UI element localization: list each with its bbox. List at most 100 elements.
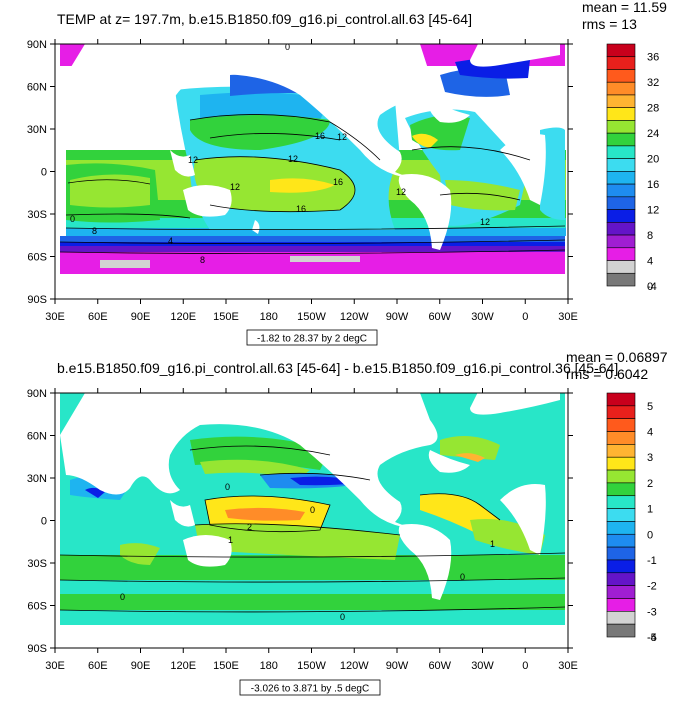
top-lon-label: 30E [558,311,578,323]
top-colorbar-swatch [606,209,636,223]
top-colorbar-swatch [606,171,636,185]
top-colorbar-swatch [606,56,636,70]
bottom-contour-label: 0 [225,482,230,492]
bottom-panel: b.e15.B1850.f09_g16.pi_control.all.63 [4… [27,349,668,696]
bottom-colorbar-label: -5 [647,632,657,644]
top-contour-label: 12 [288,154,298,164]
bottom-lat-label: 60S [27,601,47,613]
top-contour-label: 12 [230,182,240,192]
bottom-colorbar-swatch [606,623,636,638]
top-contour-label: 0 [285,42,290,52]
top-contour-label: 16 [333,177,343,187]
top-colorbar-label: 28 [647,103,659,115]
bottom-contour-label: 1 [490,539,495,549]
bottom-lat-label: 90S [27,643,47,655]
top-colorbar-swatch [606,132,636,147]
top-contour-label: 12 [480,217,490,227]
top-contour-label: 12 [337,132,347,142]
bottom-colorbar-swatch [606,495,636,509]
top-colorbar-label: 4 [647,256,653,268]
bottom-colorbar-swatch [606,521,636,535]
bottom-colorbar-swatch [606,392,636,407]
top-map: 0 16 12 12 16 12 12 16 4 8 8 0 12 12 [55,42,568,299]
bottom-colorbar-swatch [606,456,636,471]
bottom-contour-label: 0 [310,505,315,515]
top-lon-label: 0 [522,311,528,323]
top-band-southern [66,228,566,236]
top-contour-label: 12 [396,187,406,197]
bottom-map: 0 0 2 1 1 0 0 0 [55,393,568,648]
top-contour-label: 16 [296,204,306,214]
top-contours [59,114,566,254]
top-colorbar-label: 32 [647,77,659,89]
bottom-contour-label: 1 [228,535,233,545]
bottom-lon-label: 60E [88,660,108,672]
top-colorbar-swatch [606,196,636,210]
bottom-contours [59,445,566,613]
top-lon-label: 120E [170,311,196,323]
bottom-colorbar-label: -1 [647,555,657,567]
bottom-colorbar-swatch [606,508,636,522]
top-colorbar-label: 0 [647,281,653,293]
top-contour-label: 8 [200,255,205,265]
top-colorbar-label: 12 [647,205,659,217]
bottom-colorbar-label: 5 [647,401,653,413]
bottom-range-label: -3.026 to 3.871 by .5 degC [251,684,369,695]
bottom-lon-label: 90E [131,660,151,672]
bottom-lon-label: 90W [386,660,409,672]
top-colorbar-swatch [606,260,636,274]
bottom-mean: mean = 0.06897 [566,349,668,365]
top-colorbar-label: -4 [647,281,657,293]
bottom-colorbar-swatch [606,482,636,497]
top-lon-label: 120W [340,311,369,323]
bottom-lon-label: 30W [471,660,494,672]
bottom-contour-label: 2 [247,522,252,532]
bottom-colorbar-swatch [606,585,636,599]
bottom-rms: rms = 0.6042 [566,366,648,382]
bottom-lon-label: 150E [213,660,239,672]
top-panel: TEMP at z= 197.7m, b.e15.B1850.f09_g16.p… [27,0,667,346]
bottom-contour-labels: 0 0 2 1 1 0 0 0 [120,482,495,622]
bottom-colorbar-swatch [606,444,636,458]
bottom-contour-label: 0 [460,572,465,582]
bottom-colorbar-swatch [606,533,636,548]
top-mean: mean = 11.59 [582,0,667,15]
top-warm-pool [270,178,335,193]
top-colorbar-swatch [606,272,636,287]
top-lon-label: 90E [131,311,151,323]
bottom-lon-label: 30E [558,660,578,672]
top-lat-label: 90N [27,39,47,51]
top-colorbar-label: 16 [647,179,659,191]
bottom-lat-label: 90N [27,388,47,400]
bottom-axes: 90N 60N 30N 0 30S 60S 90S 30E 60E 90E 120E 150E 180 1… [27,388,578,672]
bottom-range-box: -3.026 to 3.871 by .5 degC [239,679,381,696]
top-lon-label: 60E [88,311,108,323]
top-lon-label: 180 [260,311,278,323]
top-colorbar: 36 32 28 24 20 16 12 8 4 0-4 [606,43,659,293]
bottom-title: b.e15.B1850.f09_g16.pi_control.all.63 [4… [57,360,618,376]
top-lat-label: 60S [27,252,47,264]
top-range-label: -1.82 to 28.37 by 2 degC [257,334,367,345]
bottom-lat-label: 30S [27,558,47,570]
bottom-colorbar-swatch [606,559,636,574]
top-colorbar-label: 20 [647,154,659,166]
top-colorbar-swatch [606,69,636,83]
bottom-colorbar-label: -4 [647,632,657,644]
bottom-colorbar-label: 2 [647,478,653,490]
top-colorbar-swatch [606,222,636,236]
top-colorbar-label: 36 [647,52,659,64]
bottom-colorbar-label: 4 [647,427,653,439]
top-colorbar-swatch [606,120,636,134]
bottom-contour-label: 0 [120,592,125,602]
top-lon-label: 90W [386,311,409,323]
bottom-lat-label: 0 [41,516,47,528]
bottom-colorbar-swatch [606,598,636,612]
top-lat-label: 60N [27,82,47,94]
bottom-colorbar-swatch [606,431,636,445]
top-rms: rms = 13 [582,16,637,32]
top-colorbar-swatch [606,247,636,261]
top-lat-label: 30N [27,124,47,136]
bottom-colorbar-swatch [606,546,636,561]
top-colorbar-swatch [606,81,636,96]
top-contour-label: 16 [315,131,325,141]
